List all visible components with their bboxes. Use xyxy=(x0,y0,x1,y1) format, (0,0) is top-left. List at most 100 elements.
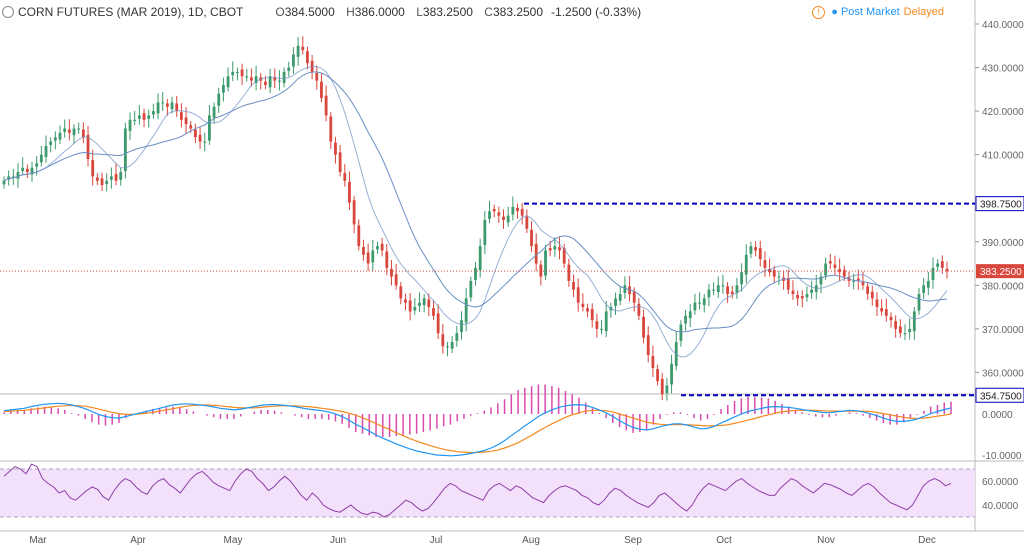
candle-body xyxy=(534,243,538,264)
candle-body xyxy=(642,316,645,338)
candle-body xyxy=(371,250,375,263)
y-tick-label: 430.0000 xyxy=(982,64,1024,75)
candle-body xyxy=(236,71,239,73)
candle-body xyxy=(698,302,701,304)
x-tick-label: Oct xyxy=(716,535,732,546)
candle-body xyxy=(758,248,762,260)
candle-body xyxy=(749,246,753,254)
x-tick-label: Sep xyxy=(624,535,642,546)
candle-body xyxy=(614,298,617,307)
candle-body xyxy=(805,294,809,298)
candle-body xyxy=(819,276,823,285)
candle-body xyxy=(791,290,795,295)
candle-body xyxy=(833,264,837,268)
candle-body xyxy=(404,299,407,303)
candle-body xyxy=(394,274,398,286)
candle-body xyxy=(273,77,277,81)
candle-body xyxy=(670,363,673,385)
candle-body xyxy=(161,102,165,104)
candle-body xyxy=(478,246,482,271)
candle-body xyxy=(352,200,356,225)
level-tag xyxy=(975,196,1024,212)
candle-body xyxy=(702,298,706,306)
candle-body xyxy=(385,251,389,268)
candle-body xyxy=(875,299,879,308)
ohlc-readout: O384.5000 H386.0000 L383.2500 C383.2500 xyxy=(267,5,543,19)
candle-body xyxy=(917,294,921,311)
candle-body xyxy=(77,128,81,130)
low-value: 383.2500 xyxy=(422,5,473,19)
x-tick-label: Nov xyxy=(817,535,835,546)
candle-body xyxy=(194,129,197,138)
candle-body xyxy=(553,246,557,250)
high-value: 386.0000 xyxy=(354,5,405,19)
candle-body xyxy=(721,285,725,287)
candle-body xyxy=(21,167,25,172)
y-tick-label: 360.0000 xyxy=(982,368,1024,379)
candle-body xyxy=(184,117,188,125)
candle-body xyxy=(786,278,790,290)
candle-body xyxy=(399,286,403,299)
candle-body xyxy=(590,309,594,321)
x-tick-label: Apr xyxy=(130,535,146,546)
candle-body xyxy=(450,341,454,349)
candle-body xyxy=(63,128,67,132)
level-label: 398.7500 xyxy=(980,200,1022,211)
delayed-label: Delayed xyxy=(903,6,944,18)
candle-body xyxy=(889,316,893,321)
open-value: 384.5000 xyxy=(284,5,335,19)
candle-body xyxy=(142,113,146,120)
rsi-tick-label: 40.0000 xyxy=(982,501,1019,512)
candle-body xyxy=(576,287,580,303)
candle-body xyxy=(427,299,431,308)
visibility-eye-icon[interactable] xyxy=(2,6,14,18)
candle-body xyxy=(147,115,151,119)
candle-body xyxy=(95,177,99,181)
candle-body xyxy=(86,134,90,160)
candle-body xyxy=(366,252,370,264)
candle-body xyxy=(11,176,15,178)
candle-body xyxy=(852,280,856,282)
symbol-title: CORN FUTURES (MAR 2019), 1D, CBOT xyxy=(18,5,244,19)
candle-body xyxy=(679,324,683,341)
candle-body xyxy=(128,119,132,131)
candle-body xyxy=(49,141,53,145)
candle-body xyxy=(208,115,211,141)
open-label: O xyxy=(275,5,285,19)
low-label: L xyxy=(416,5,423,19)
post-market-label[interactable]: Post Market xyxy=(840,6,900,18)
candle-body xyxy=(707,289,711,298)
info-icon[interactable]: ! xyxy=(812,5,826,19)
candle-body xyxy=(884,309,888,316)
candle-body xyxy=(422,298,426,306)
y-tick-label: 390.0000 xyxy=(982,238,1024,249)
candle-body xyxy=(432,308,435,316)
sma-short-line xyxy=(3,65,948,358)
candle-body xyxy=(483,219,487,246)
candle-body xyxy=(254,76,258,83)
candle-body xyxy=(133,119,137,121)
candle-body xyxy=(338,152,342,173)
candle-body xyxy=(539,264,543,277)
candle-body xyxy=(637,303,641,316)
candle-body xyxy=(105,180,109,185)
candle-body xyxy=(861,281,865,286)
candle-body xyxy=(530,229,533,247)
candle-body xyxy=(548,248,552,251)
rsi-tick-label: 60.0000 xyxy=(982,477,1019,488)
candle-body xyxy=(39,154,43,163)
candle-body xyxy=(712,289,715,291)
candle-body xyxy=(44,145,48,158)
candle-body xyxy=(329,116,333,142)
candle-body xyxy=(600,328,603,330)
candle-body xyxy=(464,298,468,323)
close-label: C xyxy=(484,5,493,19)
candle-body xyxy=(100,178,104,186)
candle-body xyxy=(250,77,253,81)
last-price-tag xyxy=(976,264,1024,279)
candle-body xyxy=(334,142,337,155)
macd-tick-label: 0.0000 xyxy=(982,410,1013,421)
candle-body xyxy=(72,128,76,136)
candle-body xyxy=(376,246,379,250)
